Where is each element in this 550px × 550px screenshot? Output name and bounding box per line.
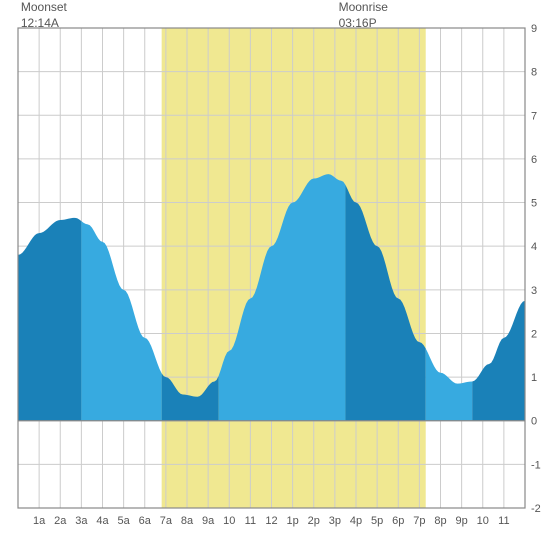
y-tick-label: -2: [531, 503, 541, 515]
moonset-label: Moonset 12:14A: [21, 0, 67, 31]
x-tick-label: 7p: [413, 515, 425, 527]
moonset-title: Moonset: [21, 0, 67, 14]
x-tick-label: 1a: [33, 515, 46, 527]
y-tick-label: 5: [531, 198, 537, 210]
x-tick-label: 10: [477, 515, 489, 527]
y-tick-label: 8: [531, 67, 537, 79]
moonset-time: 12:14A: [21, 16, 59, 30]
moonrise-time: 03:16P: [339, 16, 377, 30]
y-tick-label: 0: [531, 416, 537, 428]
y-tick-label: 2: [531, 328, 537, 340]
chart-svg: -2-101234567891a2a3a4a5a6a7a8a9a1011121p…: [0, 0, 550, 550]
x-tick-label: 3p: [329, 515, 341, 527]
x-tick-label: 9p: [456, 515, 468, 527]
y-tick-label: -1: [531, 459, 541, 471]
tide-chart: Moonset 12:14A Moonrise 03:16P -2-101234…: [0, 0, 550, 550]
x-tick-label: 10: [223, 515, 235, 527]
y-tick-label: 1: [531, 372, 537, 384]
y-tick-label: 6: [531, 154, 537, 166]
x-tick-label: 4a: [96, 515, 109, 527]
x-tick-label: 11: [245, 515, 256, 527]
x-tick-label: 6a: [139, 515, 152, 527]
x-tick-label: 11: [498, 515, 509, 527]
x-tick-label: 6p: [392, 515, 404, 527]
x-tick-label: 8a: [181, 515, 194, 527]
x-tick-label: 8p: [434, 515, 446, 527]
x-tick-label: 1p: [287, 515, 299, 527]
x-tick-label: 3a: [75, 515, 88, 527]
x-tick-label: 9a: [202, 515, 215, 527]
x-tick-label: 4p: [350, 515, 362, 527]
y-tick-label: 7: [531, 110, 537, 122]
y-tick-label: 9: [531, 23, 537, 35]
moonrise-label: Moonrise 03:16P: [339, 0, 388, 31]
x-tick-label: 2p: [308, 515, 320, 527]
moonrise-title: Moonrise: [339, 0, 388, 14]
x-tick-label: 2a: [54, 515, 67, 527]
x-tick-label: 12: [265, 515, 277, 527]
x-tick-label: 5p: [371, 515, 383, 527]
x-tick-label: 7a: [160, 515, 173, 527]
x-tick-label: 5a: [118, 515, 131, 527]
y-tick-label: 4: [531, 241, 537, 253]
y-tick-label: 3: [531, 285, 537, 297]
